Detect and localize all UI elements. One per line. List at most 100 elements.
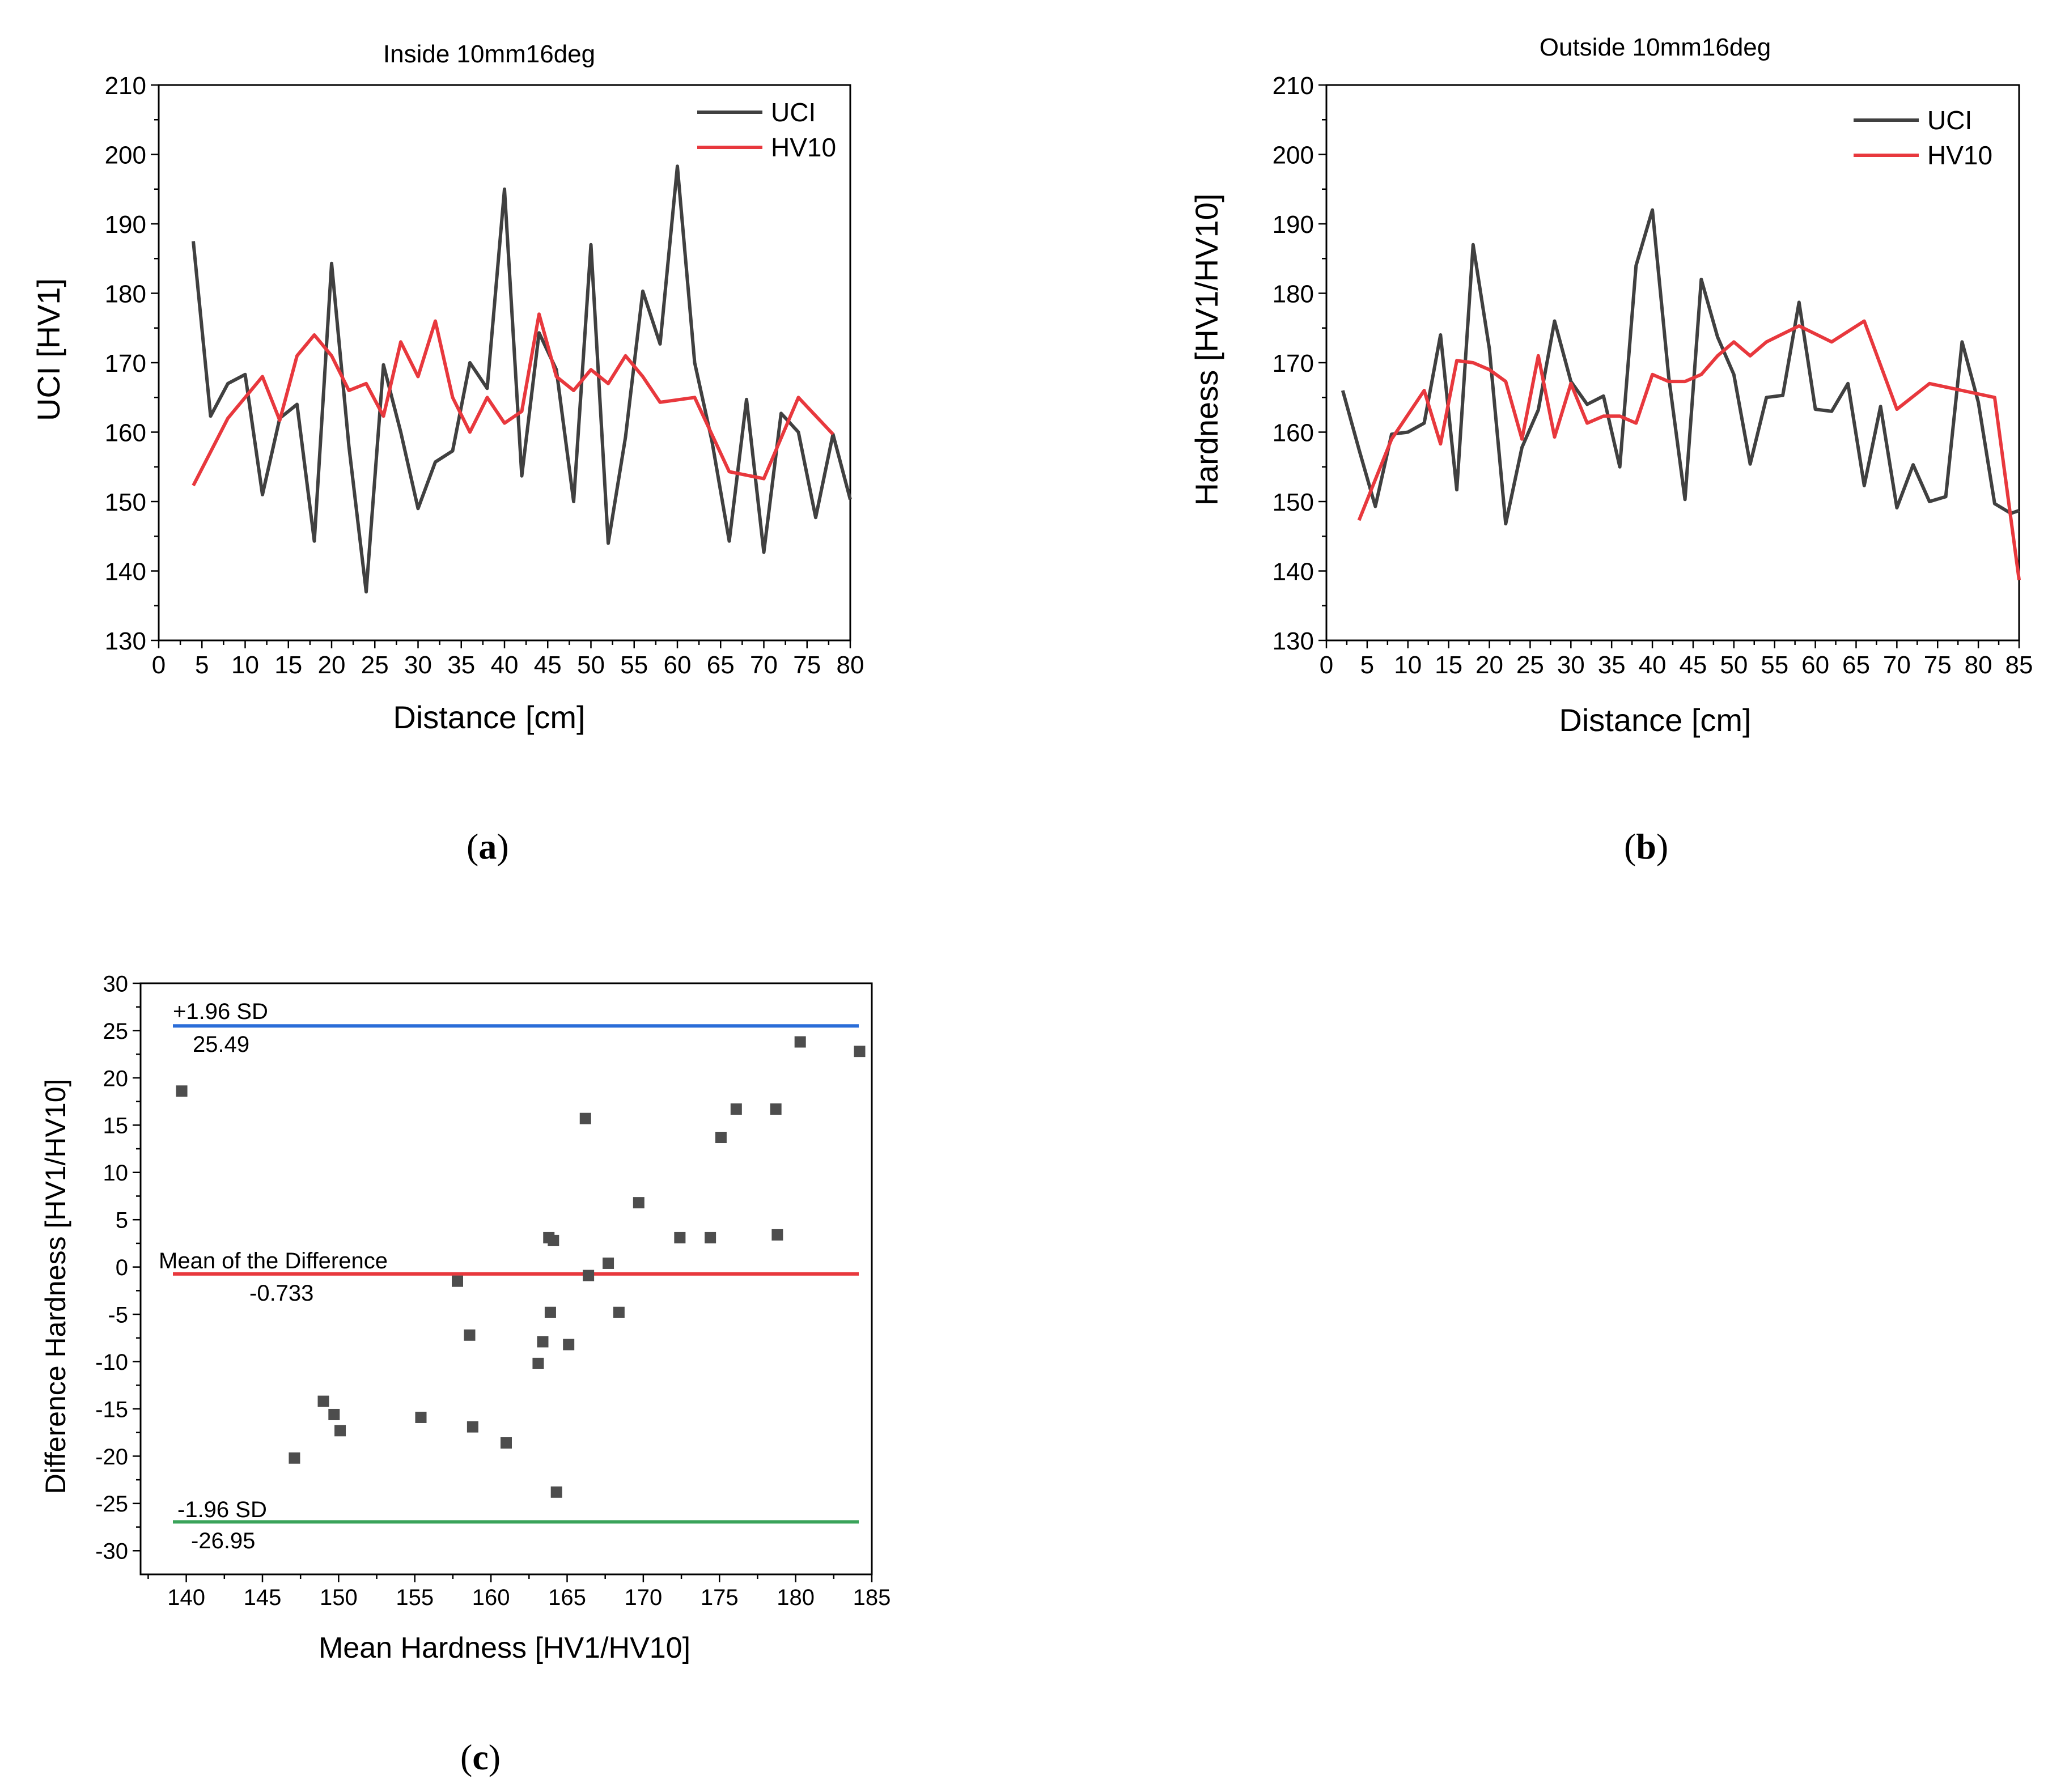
panel-c-scatter-point — [550, 1486, 562, 1498]
panel-a-frame — [158, 84, 851, 642]
panel-c-hline-name-2: -1.96 SD — [177, 1497, 267, 1522]
panel-a-x-tick-label: 40 — [491, 651, 519, 679]
panel-a-y-tick-label: 160 — [105, 419, 146, 447]
panel-a-x-tick-label: 75 — [793, 651, 821, 679]
panel-a-x-tick-label: 80 — [837, 651, 864, 679]
panel-a-legend-label-uci: UCI — [771, 97, 816, 127]
panel-c-scatter-point — [289, 1452, 300, 1464]
panel-a-plot-area: 0 5 10 15 20 25 30 35 40 45 50 55 60 65 70 75 80 130 140 15… — [105, 72, 864, 679]
panel-b-x-tick-label: 45 — [1679, 651, 1707, 679]
panel-c-y-tick-label: -10 — [95, 1350, 128, 1375]
panel-a-x-tick-label: 15 — [274, 651, 302, 679]
panel-b-x-tick-label: 80 — [1965, 651, 1992, 679]
panel-b-x-tick-label: 20 — [1475, 651, 1503, 679]
panel-c-scatter-point — [467, 1421, 478, 1433]
panel-a-x-tick-label: 70 — [750, 651, 778, 679]
panel-c-y-tick-label: -30 — [95, 1539, 128, 1564]
panel-c-scatter-point — [633, 1197, 644, 1209]
panel-c-x-tick-label: 160 — [472, 1585, 510, 1610]
panel-c-y-tick-label: 25 — [103, 1019, 129, 1044]
panel-c-x-tick-label: 170 — [625, 1585, 663, 1610]
panel-a-x-tick-label: 0 — [152, 651, 166, 679]
panel-b-caption: (b) — [1624, 826, 1668, 867]
panel-c-scatter-point — [583, 1269, 595, 1281]
panel-c-scatter-point — [415, 1411, 427, 1423]
panel-b-legend-label-hv10: HV10 — [1927, 141, 1992, 170]
panel-a-caption: (a) — [467, 826, 509, 867]
panel-c-scatter-point — [771, 1229, 783, 1241]
panel-c-scatter-point — [770, 1103, 782, 1115]
panel-a-x-tick-label: 5 — [195, 651, 209, 679]
panel-a-y-tick-label: 190 — [105, 211, 146, 239]
panel-c-caption-letter: c — [472, 1737, 488, 1777]
panel-a-y-tick-label: 180 — [105, 280, 146, 308]
panel-b-x-tick-label: 75 — [1924, 651, 1952, 679]
panel-b: Outside 10mm16deg 0 5 10 15 20 25 30 35 40 45 50 55… — [1189, 33, 2033, 867]
panel-a-legend-label-hv10: HV10 — [771, 133, 836, 162]
panel-a-title: Inside 10mm16deg — [383, 40, 595, 68]
panel-c-hline-value-0: 25.49 — [193, 1032, 249, 1057]
panel-b-y-tick-label: 160 — [1273, 419, 1314, 447]
panel-c-scatter-point — [537, 1336, 549, 1348]
panel-b-x-tick-label: 55 — [1761, 651, 1788, 679]
panel-a-x-tick-label: 45 — [534, 651, 562, 679]
panel-c-scatter-point — [705, 1232, 716, 1243]
panel-c-scatter-point — [452, 1275, 463, 1287]
panel-a-x-tick-label: 65 — [707, 651, 735, 679]
panel-a-x-tick-label: 30 — [404, 651, 432, 679]
panel-c-y-tick-label: 10 — [103, 1161, 129, 1186]
panel-c-scatter-point — [334, 1425, 346, 1437]
panel-a-series-uci-line — [192, 164, 852, 594]
panel-c-hline-name-0: +1.96 SD — [173, 999, 268, 1024]
panel-b-y-tick-label: 140 — [1273, 558, 1314, 585]
panel-b-x-tick-label: 0 — [1320, 651, 1333, 679]
panel-c-scatter-point — [579, 1112, 591, 1124]
panel-c-x-tick-label: 175 — [701, 1585, 739, 1610]
panel-b-x-tick-label: 70 — [1883, 651, 1911, 679]
panel-b-caption-letter: b — [1636, 826, 1656, 867]
panel-c-scatter-point — [501, 1437, 512, 1449]
panel-b-y-tick-label: 180 — [1273, 280, 1314, 308]
panel-c-scatter-point — [603, 1257, 614, 1269]
panel-b-plot-area: 0 5 10 15 20 25 30 35 40 45 50 55 60 65 70 75 80 85 130 140… — [1273, 72, 2033, 679]
panel-a-y-tick-label: 170 — [105, 350, 146, 377]
panel-a-x-tick-label: 20 — [318, 651, 346, 679]
panel-c-y-tick-label: -5 — [108, 1302, 128, 1327]
panel-c-hline-value-2: -26.95 — [191, 1528, 255, 1553]
panel-c-y-tick-label: 15 — [103, 1114, 129, 1139]
panel-c-y-tick-label: -20 — [95, 1445, 128, 1470]
panel-c-scatter-point — [794, 1036, 806, 1048]
panel-a-x-tick-label: 50 — [577, 651, 605, 679]
panel-b-x-tick-label: 50 — [1720, 651, 1748, 679]
panel-a-x-tick-label: 55 — [620, 651, 648, 679]
panel-b-series-uci-line — [1341, 208, 2020, 526]
panel-c-scatter-point — [317, 1395, 329, 1407]
panel-b-y-tick-label: 200 — [1273, 141, 1314, 169]
panel-b-y-tick-label: 210 — [1273, 72, 1314, 100]
panel-a-y-tick-label: 140 — [105, 558, 146, 585]
panel-a-x-label: Distance [cm] — [393, 699, 585, 735]
panel-c-x-tick-label: 180 — [777, 1585, 815, 1610]
panel-a-x-tick-label: 25 — [361, 651, 389, 679]
panel-a-y-label: UCI [HV1] — [31, 278, 66, 421]
panel-c-scatter-point — [328, 1408, 340, 1420]
panel-c-x-tick-label: 185 — [853, 1585, 891, 1610]
panel-b-x-tick-label: 40 — [1639, 651, 1667, 679]
panel-a-caption-letter: a — [478, 826, 497, 867]
panel-a-y-tick-label: 200 — [105, 141, 146, 169]
panel-c-scatter-point — [715, 1132, 727, 1144]
panel-c-hline-value-1: -0.733 — [249, 1281, 313, 1306]
panel-b-y-tick-label: 150 — [1273, 489, 1314, 516]
panel-b-y-label: Hardness [HV1/HV10] — [1189, 194, 1224, 506]
panel-b-title: Outside 10mm16deg — [1540, 33, 1771, 61]
panel-c-y-tick-label: 20 — [103, 1066, 129, 1091]
panel-c-x-tick-label: 140 — [167, 1585, 205, 1610]
panel-b-y-tick-label: 190 — [1273, 211, 1314, 239]
panel-c-scatter-point — [730, 1103, 742, 1115]
panel-c-scatter-point — [544, 1306, 556, 1318]
panel-a-y-tick-label: 150 — [105, 489, 146, 516]
panel-a-y-tick-label: 130 — [105, 627, 146, 655]
panel-c: 140 145 150 155 160 165 170 175 180 185-30-25-20-… — [40, 971, 891, 1777]
panel-b-x-tick-label: 10 — [1394, 651, 1422, 679]
